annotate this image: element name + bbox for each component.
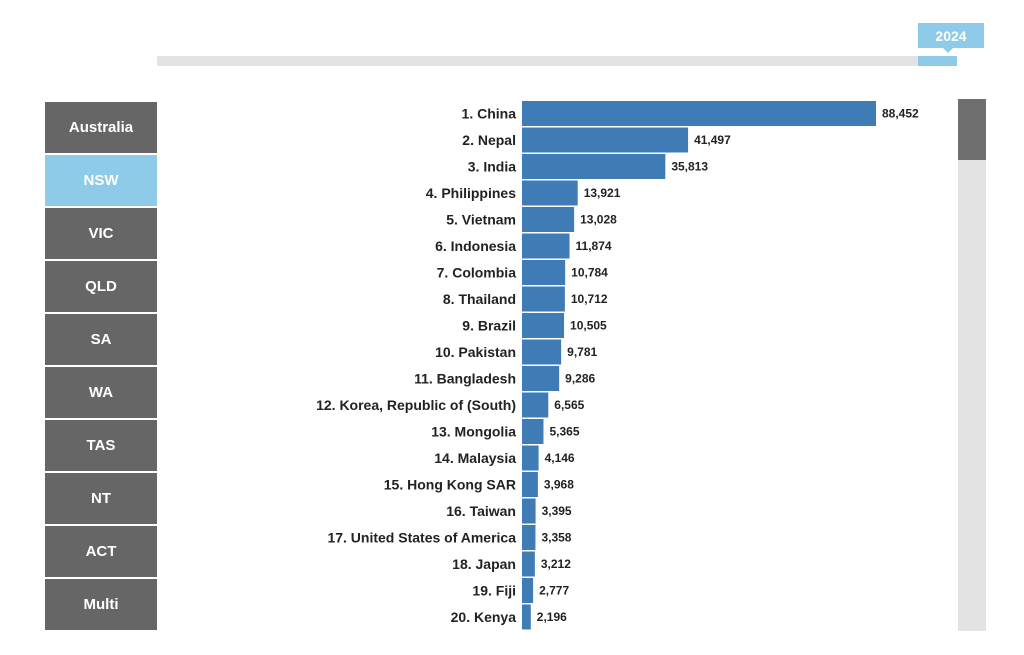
bar: [522, 525, 536, 550]
value-label: 3,968: [544, 478, 574, 492]
scrollbar-track[interactable]: [958, 99, 986, 631]
value-label: 3,212: [541, 557, 571, 571]
bar: [522, 604, 531, 630]
bar: [522, 392, 549, 418]
region-tabs: Australia NSW VIC QLD SA WA TAS NT ACT Multi: [45, 102, 157, 632]
bar: [522, 578, 534, 603]
bar: [522, 313, 565, 338]
bar: [522, 472, 538, 497]
value-label: 3,358: [541, 531, 571, 545]
value-label: 10,784: [571, 266, 608, 280]
category-label: 12. Korea, Republic of (South): [316, 397, 516, 413]
region-tab-multi[interactable]: Multi: [45, 579, 157, 630]
value-label: 88,452: [882, 107, 919, 121]
bar: [522, 445, 539, 471]
bar: [522, 260, 566, 285]
value-label: 3,395: [542, 504, 572, 518]
category-label: 16. Taiwan: [446, 503, 516, 519]
scrollbar-thumb[interactable]: [958, 99, 986, 160]
region-tab-qld[interactable]: QLD: [45, 261, 157, 312]
value-label: 10,712: [571, 292, 608, 306]
region-tab-nt[interactable]: NT: [45, 473, 157, 524]
category-label: 18. Japan: [452, 556, 516, 572]
region-tab-vic[interactable]: VIC: [45, 208, 157, 259]
bar: [522, 207, 575, 232]
region-tab-australia[interactable]: Australia: [45, 102, 157, 153]
category-label: 3. India: [468, 159, 516, 175]
value-label: 5,365: [549, 425, 579, 439]
category-label: 11. Bangladesh: [414, 371, 516, 387]
bar: [522, 154, 666, 179]
year-label: 2024: [935, 27, 967, 44]
timeline-progress[interactable]: [918, 56, 957, 66]
value-label: 41,497: [694, 133, 731, 147]
bar: [522, 366, 560, 391]
value-label: 13,028: [580, 213, 617, 227]
value-label: 35,813: [671, 160, 708, 174]
category-label: 13. Mongolia: [431, 424, 516, 440]
timeline-track[interactable]: [157, 56, 957, 66]
value-label: 2,777: [539, 584, 569, 598]
year-badge: 2024: [918, 23, 984, 48]
value-label: 11,874: [576, 239, 612, 253]
category-label: 9. Brazil: [462, 318, 516, 334]
category-label: 2. Nepal: [462, 132, 516, 148]
value-label: 13,921: [584, 186, 621, 200]
value-label: 10,505: [570, 319, 607, 333]
value-label: 2,196: [537, 610, 567, 624]
region-tab-act[interactable]: ACT: [45, 526, 157, 577]
bar: [522, 498, 536, 524]
category-label: 14. Malaysia: [434, 450, 516, 466]
category-label: 15. Hong Kong SAR: [384, 477, 516, 493]
region-tab-tas[interactable]: TAS: [45, 420, 157, 471]
bar: [522, 419, 544, 444]
category-label: 6. Indonesia: [435, 238, 516, 254]
bar: [522, 286, 565, 312]
region-tab-nsw[interactable]: NSW: [45, 155, 157, 206]
category-label: 7. Colombia: [437, 265, 517, 281]
value-label: 4,146: [545, 451, 575, 465]
value-label: 9,781: [567, 345, 597, 359]
category-label: 1. China: [462, 106, 517, 122]
bar: [522, 180, 578, 206]
bar: [522, 101, 876, 126]
year-badge-pointer: [943, 48, 953, 53]
bar-chart: 1. China 88,452 2. Nepal 41,497 3. India 35,8…: [316, 101, 919, 630]
category-label: 17. United States of America: [327, 530, 516, 546]
bar: [522, 339, 562, 365]
bar: [522, 233, 570, 259]
region-tab-wa[interactable]: WA: [45, 367, 157, 418]
region-tab-sa[interactable]: SA: [45, 314, 157, 365]
category-label: 19. Fiji: [472, 583, 516, 599]
category-label: 5. Vietnam: [446, 212, 516, 228]
category-label: 4. Philippines: [426, 185, 516, 201]
category-label: 8. Thailand: [443, 291, 516, 307]
value-label: 9,286: [565, 372, 595, 386]
bar: [522, 127, 689, 153]
category-label: 10. Pakistan: [435, 344, 516, 360]
value-label: 6,565: [554, 398, 584, 412]
category-label: 20. Kenya: [451, 609, 517, 625]
bar: [522, 551, 535, 577]
